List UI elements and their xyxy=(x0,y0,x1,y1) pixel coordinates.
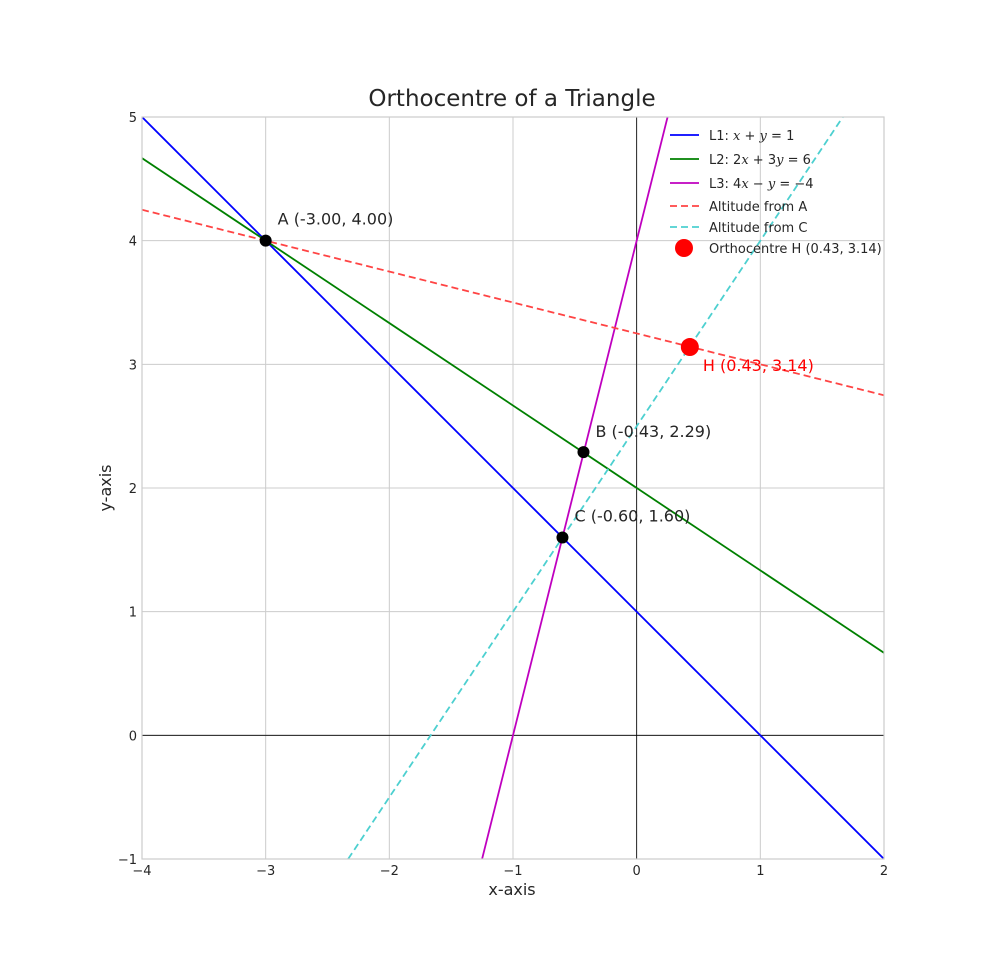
vertex-label: C (-0.60, 1.60) xyxy=(574,506,690,525)
vertex-label: A (-3.00, 4.00) xyxy=(278,210,394,229)
x-tick-label: 2 xyxy=(880,864,888,879)
legend-orthocentre-marker xyxy=(675,239,693,257)
series-line-5 xyxy=(347,117,844,859)
series-line-3 xyxy=(481,117,669,859)
plot-frame xyxy=(141,116,885,860)
orthocentre-label: H (0.43, 3.14) xyxy=(703,356,814,375)
x-tick-label: −1 xyxy=(503,864,522,879)
legend: L1: x + y = 1 L2: 2x + 3y = 6 L3: 4x − y =… xyxy=(670,129,882,257)
plot-area xyxy=(141,116,885,860)
x-axis-label: x-axis xyxy=(488,880,535,899)
y-tick-label: 2 xyxy=(129,482,137,497)
legend-label: Altitude from A xyxy=(709,200,807,215)
orthocentre-point xyxy=(680,338,699,357)
x-tick-label: −4 xyxy=(132,864,151,879)
y-tick-label: 0 xyxy=(129,729,137,744)
x-tick-label: −2 xyxy=(380,864,399,879)
y-tick-label: −1 xyxy=(118,853,137,868)
legend-label: L1: x + y = 1 xyxy=(709,129,794,144)
legend-label: Altitude from C xyxy=(709,221,807,236)
vertex-point xyxy=(577,446,590,459)
y-tick-label: 4 xyxy=(129,235,137,250)
legend-label: L3: 4x − y = −4 xyxy=(709,177,814,192)
y-tick-label: 3 xyxy=(129,358,137,373)
legend-orthocentre-label: Orthocentre H (0.43, 3.14) xyxy=(709,242,882,257)
y-tick-label: 1 xyxy=(129,606,137,621)
y-axis-label: y-axis xyxy=(96,464,115,511)
vertex-label: B (-0.43, 2.29) xyxy=(595,422,711,441)
legend-label: L2: 2x + 3y = 6 xyxy=(709,153,811,168)
y-tick-label: 5 xyxy=(129,111,137,126)
chart-title: Orthocentre of a Triangle xyxy=(368,86,655,112)
x-tick-label: 0 xyxy=(633,864,641,879)
vertex-point xyxy=(556,531,569,544)
x-tick-label: 1 xyxy=(756,864,764,879)
vertex-point xyxy=(259,234,272,247)
x-tick-label: −3 xyxy=(256,864,275,879)
